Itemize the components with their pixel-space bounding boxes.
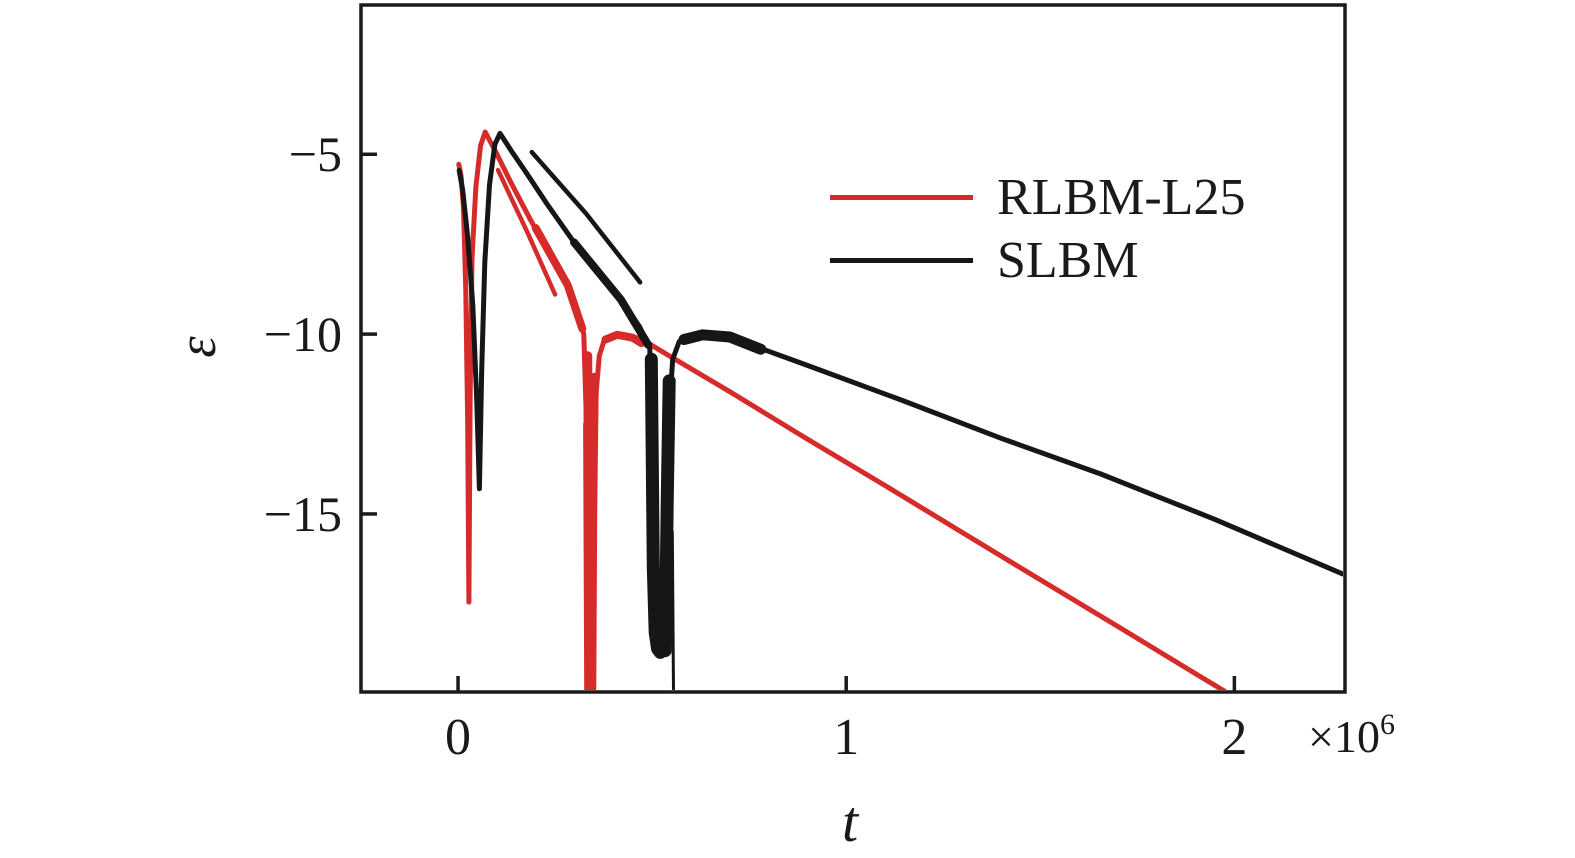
- series-path: [601, 330, 646, 348]
- y-tick-label: −10: [263, 306, 342, 363]
- x-axis-offset-text: ×106: [1308, 710, 1395, 762]
- y-ticks: [361, 152, 377, 516]
- series-path: [529, 149, 643, 285]
- series-path: [644, 352, 676, 659]
- series-path: [583, 351, 599, 690]
- y-tick-label: −5: [288, 126, 342, 183]
- legend-label: SLBM: [997, 231, 1139, 289]
- offset-base: ×10: [1308, 711, 1380, 762]
- x-ticks: [456, 676, 1237, 692]
- x-axis-label: t: [841, 789, 859, 854]
- series-path: [670, 530, 675, 690]
- legend-entry: SLBM: [830, 229, 1245, 292]
- series-path: [678, 329, 767, 355]
- offset-exponent: 6: [1379, 708, 1395, 741]
- legend-entry: RLBM-L25: [830, 166, 1245, 229]
- y-tick-label: −15: [263, 485, 342, 542]
- series-rlbm-l25: [456, 129, 1227, 690]
- axes-spines: [359, 3, 1347, 694]
- series-path: [570, 238, 653, 349]
- legend: RLBM-L25 SLBM: [830, 166, 1245, 292]
- x-tick-label: 0: [445, 709, 472, 766]
- series-path: [531, 224, 587, 333]
- x-tick-label: 1: [833, 709, 860, 766]
- legend-line-sample: [830, 195, 973, 200]
- legend-line-sample: [830, 258, 973, 263]
- series-path: [583, 422, 588, 690]
- series-slbm: [456, 130, 1343, 690]
- x-tick-label: 2: [1221, 709, 1248, 766]
- series-path: [495, 167, 558, 297]
- legend-label: RLBM-L25: [997, 168, 1246, 226]
